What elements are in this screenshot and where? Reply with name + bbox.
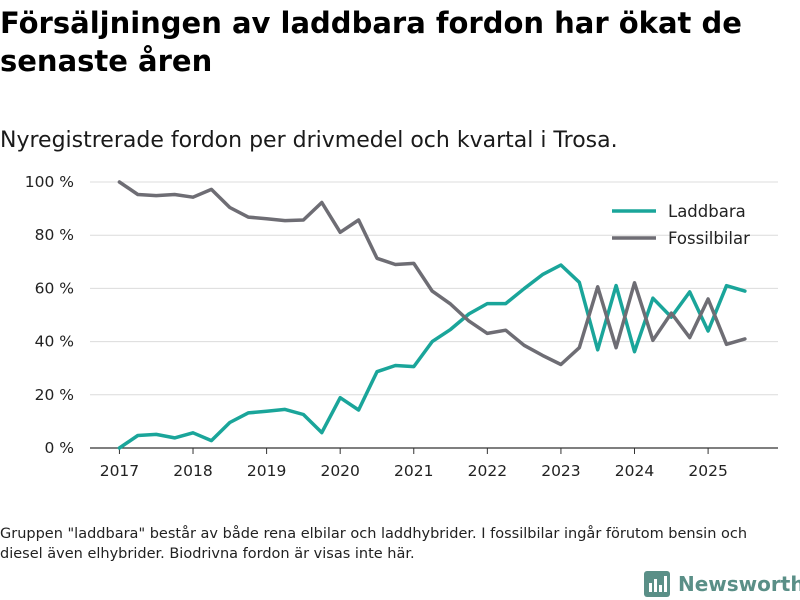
y-tick-label: 40 % xyxy=(35,333,74,351)
y-tick-label: 20 % xyxy=(35,386,74,404)
brand-logo[interactable]: Newsworthy xyxy=(644,570,800,598)
series-line-fossilbilar xyxy=(117,180,747,367)
x-tick-label: 2025 xyxy=(688,462,727,480)
x-tick-label: 2020 xyxy=(320,462,359,480)
chart-subtitle: Nyregistrerade fordon per drivmedel och … xyxy=(0,128,618,153)
x-tick-label: 2017 xyxy=(100,462,139,480)
brand-name: Newsworthy xyxy=(678,572,800,596)
x-tick-label: 2023 xyxy=(541,462,580,480)
legend-label-fossilbilar: Fossilbilar xyxy=(668,229,750,248)
y-tick-label: 0 % xyxy=(44,439,74,457)
x-tick-label: 2024 xyxy=(615,462,654,480)
x-tick-label: 2021 xyxy=(394,462,433,480)
x-tick-label: 2022 xyxy=(468,462,507,480)
chart-title: Försäljningen av laddbara fordon har öka… xyxy=(0,6,742,78)
y-tick-label: 80 % xyxy=(35,226,74,244)
x-tick-label: 2018 xyxy=(173,462,212,480)
footnote: Gruppen "laddbara" består av både rena e… xyxy=(0,526,748,562)
y-tick-label: 60 % xyxy=(35,279,74,297)
series-line-laddbara xyxy=(117,263,747,450)
x-tick-label: 2019 xyxy=(247,462,286,480)
bar-chart-logo-icon xyxy=(644,571,670,597)
line-chart: 0 % 20 % 40 % 60 % 80 % 100 % 2017 2018 2019 2020… xyxy=(25,173,778,480)
legend-label-laddbara: Laddbara xyxy=(668,202,746,221)
y-tick-label: 100 % xyxy=(25,173,74,191)
